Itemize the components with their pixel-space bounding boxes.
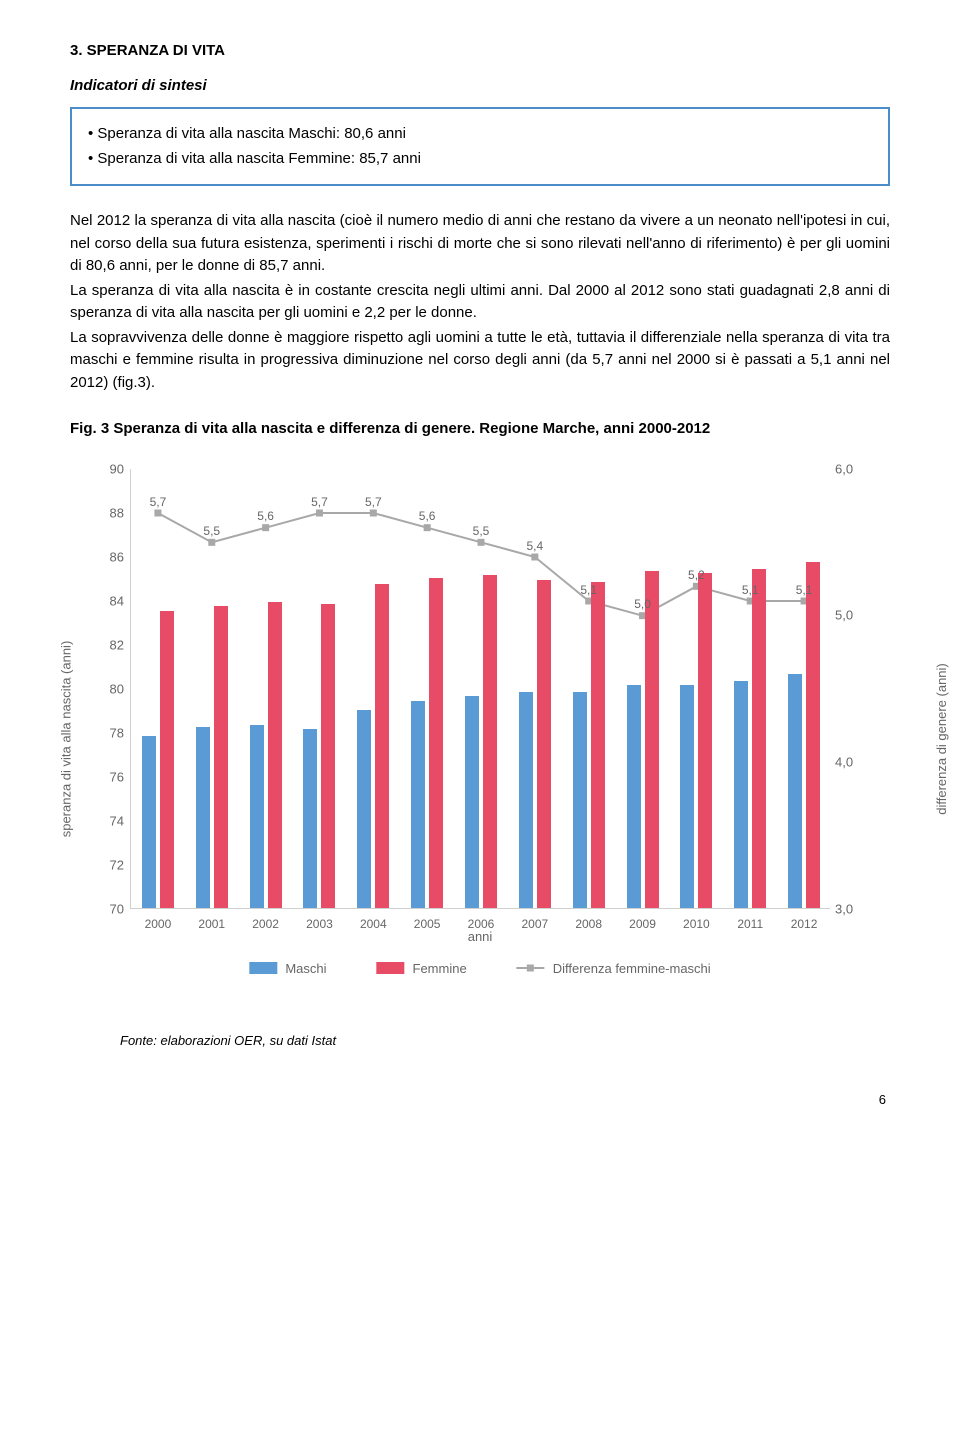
y-tick-left: 76 [94,767,124,787]
chart-legend: Maschi Femmine Differenza femmine-maschi [249,959,710,979]
y-tick-left: 78 [94,723,124,743]
diff-value-label: 5,6 [419,507,436,525]
bar-maschi [788,674,802,907]
bar-maschi [196,727,210,907]
legend-item-diff: Differenza femmine-maschi [517,959,711,979]
diff-value-label: 5,5 [473,522,490,540]
diff-value-label: 5,7 [365,493,382,511]
bar-maschi [734,681,748,908]
x-tick: 2003 [299,915,339,933]
x-axis-title: anni [468,927,493,947]
diff-value-label: 5,1 [742,581,759,599]
source-note: Fonte: elaborazioni OER, su dati Istat [120,1031,890,1051]
legend-label-femmine: Femmine [413,959,467,979]
bar-femmine [321,604,335,908]
bar-femmine [698,573,712,907]
diff-value-label: 5,6 [257,507,274,525]
x-tick: 2004 [353,915,393,933]
y-tick-right: 6,0 [835,459,865,479]
diff-value-label: 5,4 [527,537,544,555]
bar-maschi [142,736,156,908]
legend-item-femmine: Femmine [377,959,467,979]
y-tick-left: 86 [94,547,124,567]
legend-swatch-maschi [249,962,277,974]
paragraph-3: La sopravvivenza delle donne è maggiore … [70,327,890,395]
bar-femmine [806,562,820,907]
y-tick-left: 74 [94,811,124,831]
x-tick: 2007 [515,915,555,933]
x-tick: 2011 [730,915,770,933]
diff-value-label: 5,2 [688,566,705,584]
y-axis-left-label: speranza di vita alla nascita (anni) [56,640,76,837]
y-tick-right: 3,0 [835,899,865,919]
x-tick: 2005 [407,915,447,933]
diff-value-label: 5,0 [634,595,651,613]
diff-value-label: 5,1 [796,581,813,599]
x-tick: 2001 [192,915,232,933]
y-tick-right: 4,0 [835,752,865,772]
bar-maschi [573,692,587,908]
x-tick: 2000 [138,915,178,933]
y-tick-left: 82 [94,635,124,655]
y-tick-right: 5,0 [835,605,865,625]
bar-maschi [357,710,371,908]
bar-femmine [160,611,174,908]
section-title: 3. SPERANZA DI VITA [70,40,890,63]
indicator-femmine: • Speranza di vita alla nascita Femmine:… [88,148,872,171]
chart-plot-area: 70727476788082848688903,04,05,06,020005,… [130,469,830,909]
y-tick-left: 88 [94,503,124,523]
bar-femmine [752,569,766,908]
y-axis-right-label: differenza di genere (anni) [932,663,952,815]
diff-value-label: 5,7 [311,493,328,511]
bar-maschi [680,685,694,907]
bar-maschi [519,692,533,908]
legend-swatch-femmine [377,962,405,974]
bar-femmine [645,571,659,908]
bar-femmine [429,578,443,908]
diff-value-label: 5,1 [580,581,597,599]
bar-maschi [411,701,425,908]
bar-maschi [465,696,479,907]
paragraph-1: Nel 2012 la speranza di vita alla nascit… [70,210,890,278]
bar-femmine [483,575,497,907]
figure-caption: Fig. 3 Speranza di vita alla nascita e d… [70,418,890,441]
x-tick: 2009 [623,915,663,933]
legend-item-maschi: Maschi [249,959,326,979]
diff-value-label: 5,5 [203,522,220,540]
diff-value-label: 5,7 [150,493,167,511]
body-text: Nel 2012 la speranza di vita alla nascit… [70,210,890,394]
bar-femmine [268,602,282,908]
y-tick-left: 90 [94,459,124,479]
bar-maschi [303,729,317,907]
indicator-maschi: • Speranza di vita alla nascita Maschi: … [88,123,872,146]
y-tick-left: 80 [94,679,124,699]
x-tick: 2010 [676,915,716,933]
subtitle-indicatori: Indicatori di sintesi [70,75,890,98]
x-tick: 2008 [569,915,609,933]
y-tick-left: 84 [94,591,124,611]
bar-femmine [375,584,389,907]
y-tick-left: 72 [94,855,124,875]
bar-femmine [537,580,551,908]
legend-label-diff: Differenza femmine-maschi [553,959,711,979]
legend-line-diff [517,967,545,969]
bar-femmine [214,606,228,907]
legend-label-maschi: Maschi [285,959,326,979]
y-tick-left: 70 [94,899,124,919]
x-tick: 2012 [784,915,824,933]
bar-maschi [250,725,264,908]
bar-maschi [627,685,641,907]
indicator-box: • Speranza di vita alla nascita Maschi: … [70,107,890,186]
chart-container: speranza di vita alla nascita (anni) 707… [70,459,890,1019]
bar-femmine [591,582,605,908]
x-tick: 2002 [246,915,286,933]
page-number: 6 [70,1090,890,1110]
paragraph-2: La speranza di vita alla nascita è in co… [70,280,890,325]
